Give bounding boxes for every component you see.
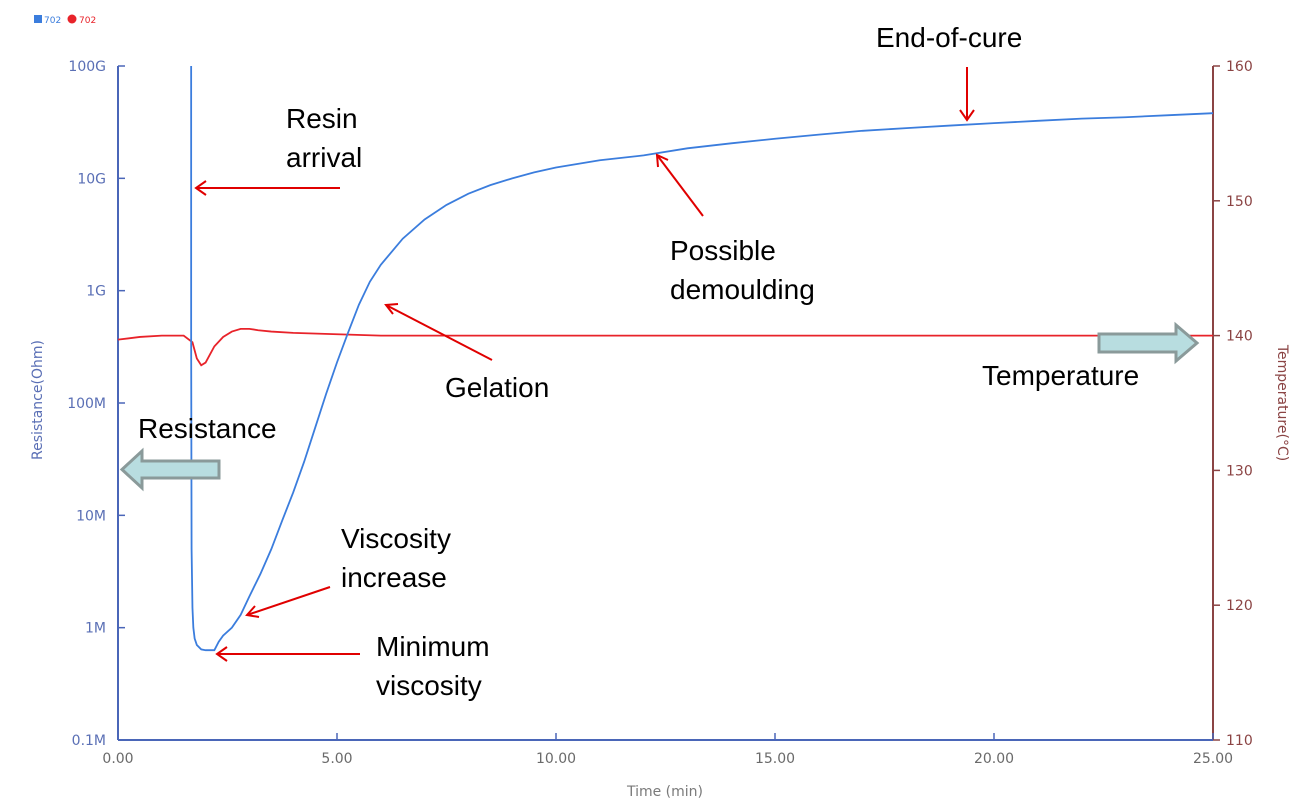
annotation-possible-demoulding-line2: demoulding — [670, 274, 815, 305]
x-tick-label: 10.00 — [536, 751, 576, 767]
annotation-minimum-viscosity-line2: viscosity — [376, 670, 482, 701]
annotation-viscosity-increase: Viscosity increase — [341, 523, 459, 593]
arrow-viscosity-increase — [245, 586, 331, 618]
annotation-arrows — [194, 67, 975, 662]
arrow-minimum-viscosity — [215, 646, 360, 662]
x-ticks: 0.00 5.00 10.00 15.00 20.00 25.00 — [102, 733, 1233, 767]
y-left-tick-label: 0.1M — [72, 733, 106, 749]
x-axis-title: Time (min) — [626, 784, 703, 800]
x-tick-label: 25.00 — [1193, 751, 1233, 767]
arrow-end-of-cure — [959, 67, 975, 122]
y-right-tick-label: 160 — [1226, 59, 1253, 75]
annotation-resin-arrival-line2: arrival — [286, 142, 362, 173]
y-right-tick-label: 130 — [1226, 463, 1253, 479]
temperature-block-arrow — [1097, 321, 1200, 365]
annotation-possible-demoulding-line1: Possible — [670, 235, 776, 266]
y-left-tick-label: 100G — [68, 59, 106, 75]
legend-label-resistance: 702 — [44, 16, 61, 26]
resistance-block-arrow — [119, 447, 221, 492]
y-right-tick-label: 110 — [1226, 733, 1253, 749]
annotation-viscosity-increase-line2: increase — [341, 562, 447, 593]
annotation-viscosity-increase-line1: Viscosity — [341, 523, 451, 554]
series-line-temperature — [117, 327, 1213, 367]
y-left-ticks: 0.1M 1M 10M 100M 1G 10G 100G — [67, 59, 125, 749]
legend-marker-temperature — [67, 14, 77, 24]
annotation-end-of-cure: End-of-cure — [876, 22, 1022, 53]
y-right-tick-label: 120 — [1226, 598, 1253, 614]
annotation-minimum-viscosity: Minimum viscosity — [376, 631, 497, 701]
annotations: Resin arrival Possible demoulding End-of… — [138, 22, 1139, 701]
y-left-axis-title: Resistance(Ohm) — [30, 340, 46, 460]
arrow-possible-demoulding — [655, 153, 704, 217]
y-left-tick-label: 100M — [67, 396, 106, 412]
y-right-tick-label: 150 — [1226, 194, 1253, 210]
x-tick-label: 0.00 — [102, 751, 133, 767]
y-right-ticks: 110 120 130 140 150 160 — [1213, 59, 1253, 749]
annotation-minimum-viscosity-line1: Minimum — [376, 631, 490, 662]
legend-marker-resistance — [34, 15, 42, 23]
annotation-temperature: Temperature — [982, 360, 1139, 391]
y-left-tick-label: 10G — [77, 171, 106, 187]
annotation-resin-arrival-line1: Resin — [286, 103, 358, 134]
y-left-tick-label: 10M — [76, 508, 106, 524]
y-right-axis-title: Temperature(°C) — [1274, 344, 1290, 461]
annotation-possible-demoulding: Possible demoulding — [670, 235, 815, 305]
annotation-gelation: Gelation — [445, 372, 549, 403]
arrow-gelation — [384, 303, 493, 361]
x-tick-label: 5.00 — [321, 751, 352, 767]
arrow-resin-arrival — [194, 180, 340, 196]
y-right-tick-label: 140 — [1226, 329, 1253, 345]
legend: 702 702 — [34, 14, 96, 26]
x-tick-label: 20.00 — [974, 751, 1014, 767]
x-tick-label: 15.00 — [755, 751, 795, 767]
series-line-resistance — [190, 66, 1214, 652]
legend-label-temperature: 702 — [79, 16, 96, 26]
y-left-tick-label: 1M — [85, 621, 106, 637]
annotation-resin-arrival: Resin arrival — [286, 103, 365, 173]
y-left-tick-label: 1G — [86, 284, 106, 300]
annotation-resistance: Resistance — [138, 413, 277, 444]
